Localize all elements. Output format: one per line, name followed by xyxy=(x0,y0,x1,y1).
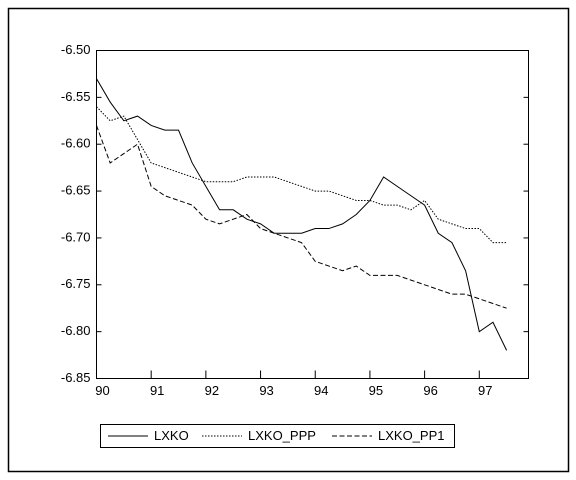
frame xyxy=(7,7,570,473)
x-tick-label: 95 xyxy=(369,383,383,398)
plot-area xyxy=(96,50,529,379)
series-line xyxy=(96,78,508,351)
x-tick-label: 94 xyxy=(314,383,328,398)
y-tick-label: -6.60 xyxy=(61,136,91,151)
legend-label: LXKO xyxy=(154,428,189,443)
y-tick-label: -6.50 xyxy=(61,42,91,57)
series-line xyxy=(96,125,507,309)
y-tick-label: -6.85 xyxy=(61,370,91,385)
y-tick-label: -6.55 xyxy=(61,89,91,104)
x-tick-label: 96 xyxy=(423,383,437,398)
y-tick-label: -6.80 xyxy=(61,323,91,338)
y-tick-label: -6.70 xyxy=(61,229,91,244)
x-tick-label: 90 xyxy=(95,383,109,398)
y-tick-label: -6.75 xyxy=(61,276,91,291)
x-tick-label: 97 xyxy=(478,383,492,398)
y-tick-label: -6.65 xyxy=(61,183,91,198)
legend-box xyxy=(100,424,455,448)
x-tick-label: 93 xyxy=(259,383,273,398)
x-tick-label: 92 xyxy=(205,383,219,398)
x-tick-label: 91 xyxy=(150,383,164,398)
legend-label: LXKO_PPP xyxy=(248,428,316,443)
series-line xyxy=(96,106,507,244)
legend-label: LXKO_PP1 xyxy=(378,428,445,443)
